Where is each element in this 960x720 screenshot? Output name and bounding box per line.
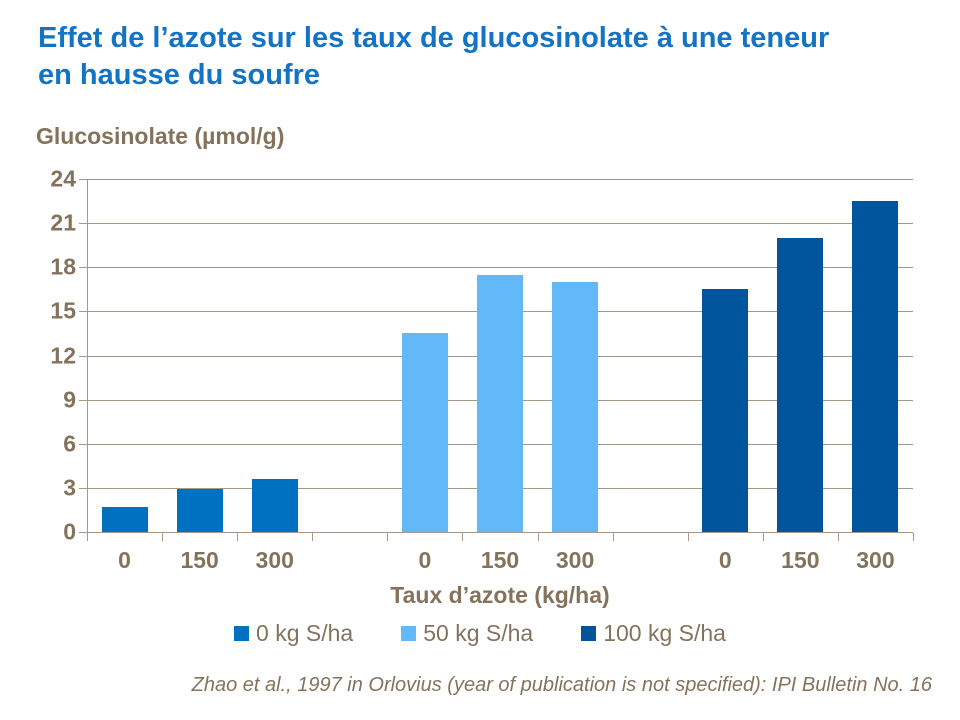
x-axis-tick — [162, 533, 164, 541]
x-axis-tick — [462, 533, 464, 541]
legend-label: 0 kg S/ha — [256, 620, 354, 646]
x-axis-tick — [687, 533, 689, 541]
x-tick-label: 300 — [555, 547, 595, 573]
x-axis-tick — [837, 533, 839, 541]
x-axis-tick — [237, 533, 239, 541]
bar-50-kg-S/ha-N0 — [401, 333, 448, 532]
y-tick-label: 21 — [50, 209, 76, 236]
y-tick-label: 15 — [50, 297, 76, 324]
legend-item: 100 kg S/ha — [581, 620, 726, 647]
bar-0-kg-S/ha-N300 — [251, 479, 298, 532]
x-tick-label: 300 — [255, 547, 294, 573]
chart-title-line2: en hausse du soufre — [38, 59, 321, 91]
y-axis-tick — [79, 355, 87, 357]
x-axis-tick — [537, 533, 539, 541]
x-tick-label: 0 — [418, 547, 432, 573]
legend-swatch-icon — [581, 626, 597, 641]
legend-swatch-icon — [401, 626, 417, 641]
gridline — [87, 223, 913, 225]
x-tick-label: 150 — [180, 547, 219, 573]
x-axis-tick — [312, 533, 314, 541]
x-tick-label: 0 — [718, 547, 732, 573]
chart-title-line1: Effet de l’azote sur les taux de glucosi… — [38, 22, 830, 54]
legend-label: 50 kg S/ha — [423, 620, 534, 646]
y-axis-tick — [79, 179, 87, 180]
y-axis-tick — [79, 399, 87, 401]
legend-swatch-icon — [234, 626, 250, 641]
x-tick-label: 300 — [856, 547, 895, 573]
y-axis-tick — [79, 311, 87, 313]
x-axis-tick — [612, 533, 614, 541]
x-tick-label: 0 — [118, 547, 131, 573]
x-axis-tick — [87, 533, 88, 541]
y-tick-label: 12 — [50, 342, 76, 368]
bar-50-kg-S/ha-N300 — [552, 281, 599, 532]
x-axis-tick — [913, 533, 914, 541]
gridline — [87, 179, 913, 180]
plot-area — [79, 179, 914, 541]
y-tick-label: 3 — [63, 474, 76, 501]
x-tick-label: 150 — [781, 547, 820, 573]
chart-title: Effet de l’azote sur les taux de glucosi… — [38, 20, 940, 94]
gridline — [87, 267, 913, 269]
y-tick-label: 24 — [50, 165, 76, 192]
bar-100-kg-S/ha-N0 — [702, 289, 749, 532]
legend-label: 100 kg S/ha — [603, 620, 726, 646]
x-axis-tick — [762, 533, 764, 541]
bar-100-kg-S/ha-N150 — [777, 237, 824, 532]
y-axis-tick — [79, 267, 87, 269]
y-axis-tick — [79, 223, 87, 225]
y-tick-label: 0 — [63, 518, 76, 545]
y-axis-title: Glucosinolate (µmol/g) — [36, 123, 285, 149]
y-axis-tick — [79, 532, 87, 533]
legend: 0 kg S/ha 50 kg S/ha 100 kg S/ha — [0, 620, 960, 647]
y-axis-tick — [79, 487, 87, 489]
y-tick-label: 6 — [63, 430, 76, 457]
bar-100-kg-S/ha-N300 — [852, 201, 899, 532]
x-axis-title: Taux d’azote (kg/ha) — [390, 582, 610, 608]
citation: Zhao et al., 1997 in Orlovius (year of p… — [191, 674, 932, 696]
x-axis-tick — [387, 533, 389, 541]
y-axis-tick — [79, 443, 87, 445]
bar-0-kg-S/ha-N0 — [101, 507, 148, 532]
legend-item: 0 kg S/ha — [234, 620, 353, 647]
x-tick-label: 150 — [480, 547, 520, 573]
bar-0-kg-S/ha-N150 — [176, 489, 223, 532]
legend-item: 50 kg S/ha — [401, 620, 533, 647]
y-axis-tick-labels: 0 3 6 9 12 15 18 21 24 — [28, 166, 76, 545]
y-tick-label: 18 — [50, 253, 76, 280]
bar-50-kg-S/ha-N150 — [477, 274, 523, 532]
x-axis-line — [87, 532, 913, 533]
y-tick-label: 9 — [63, 386, 76, 413]
